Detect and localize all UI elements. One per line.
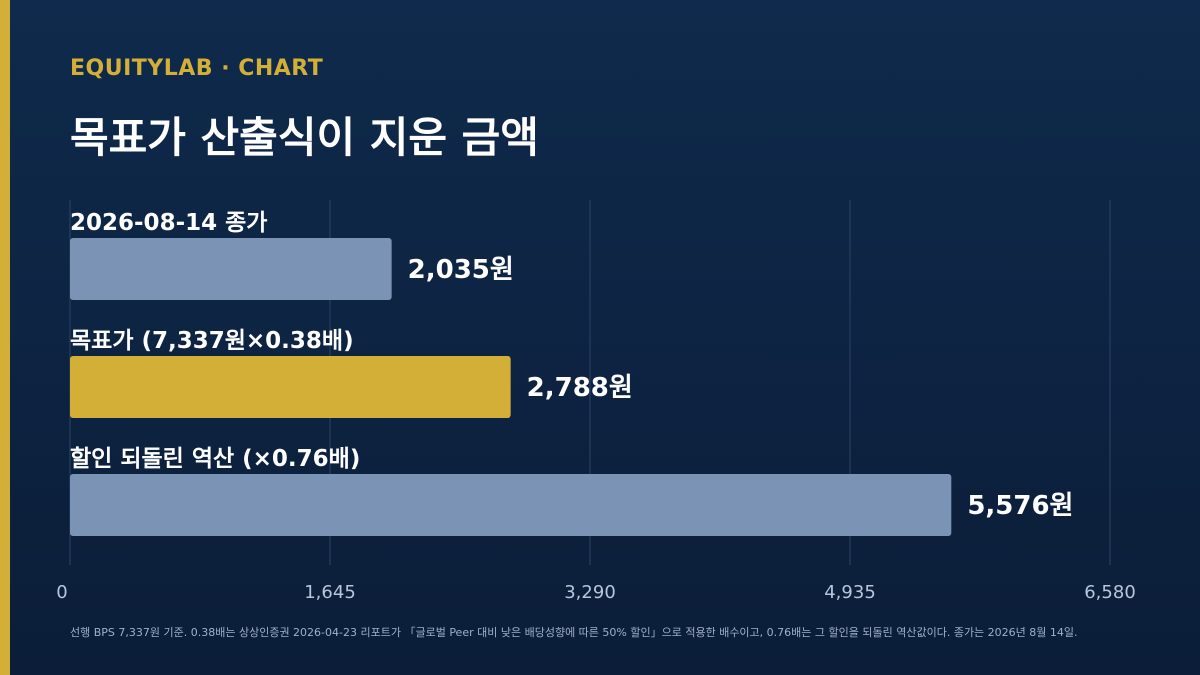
chart-title: 목표가 산출식이 지운 금액: [70, 113, 539, 162]
x-tick-label: 6,580: [1084, 582, 1136, 603]
value-label: 5,576원: [967, 491, 1073, 521]
bar: [70, 238, 392, 300]
x-tick-label: 1,645: [304, 582, 356, 603]
accent-bar: [0, 0, 10, 675]
x-tick-label: 3,290: [564, 582, 616, 603]
value-label: 2,788원: [527, 373, 633, 403]
brand-kicker: EQUITYLAB · CHART: [70, 56, 324, 81]
footnote: 선행 BPS 7,337원 기준. 0.38배는 상상인증권 2026-04-2…: [70, 626, 1078, 639]
x-tick-label: 4,935: [824, 582, 876, 603]
category-label: 2026-08-14 종가: [70, 210, 267, 236]
value-label: 2,035원: [408, 255, 514, 285]
bar: [70, 356, 511, 418]
x-axis-ticks: 0 1,645 3,290 4,935 6,580: [56, 582, 1135, 603]
bar: [70, 474, 952, 536]
category-label: 할인 되돌린 역산 (×0.76배): [70, 446, 360, 472]
x-tick-label: 0: [56, 582, 67, 603]
category-label: 목표가 (7,337원×0.38배): [70, 328, 354, 354]
